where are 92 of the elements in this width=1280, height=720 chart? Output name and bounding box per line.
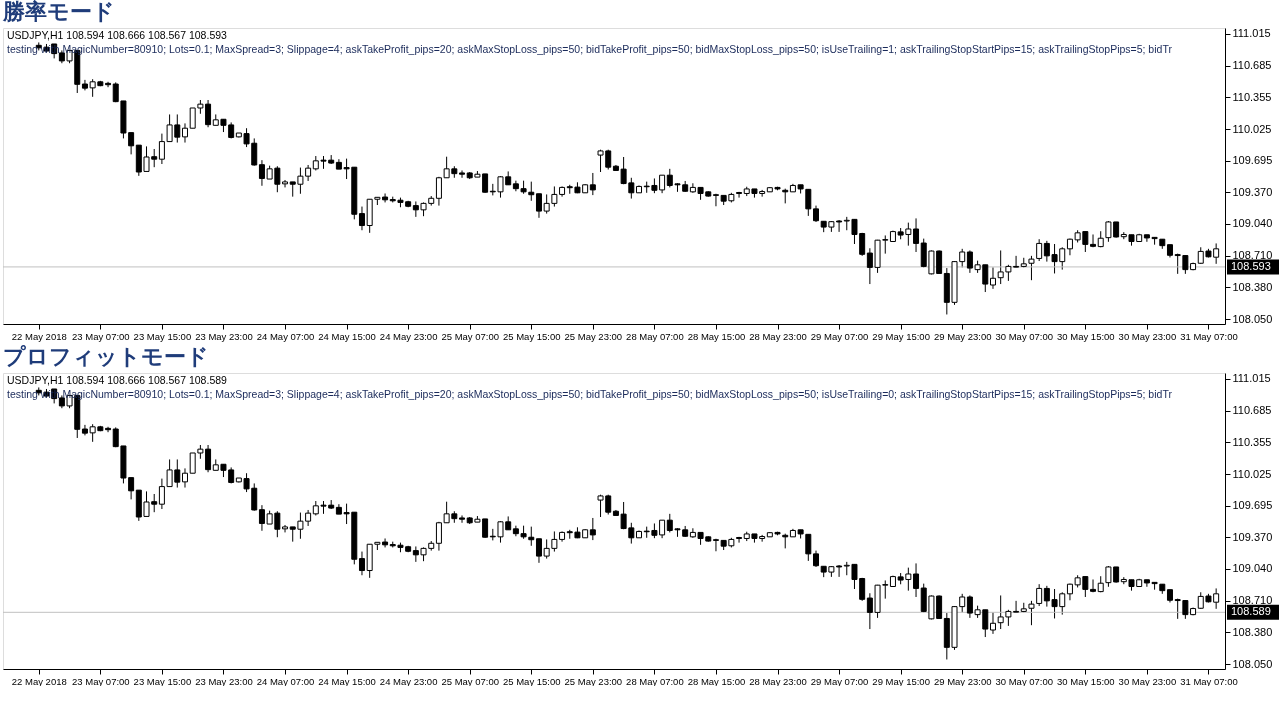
y-tick-label: 110.685 xyxy=(1232,404,1272,417)
y-tick-label: 110.355 xyxy=(1232,435,1272,448)
x-tick-label: 24 May 07:00 xyxy=(256,330,315,342)
candlestick xyxy=(181,122,188,144)
x-tick-label: 23 May 15:00 xyxy=(133,330,192,342)
x-tick-label: 25 May 07:00 xyxy=(441,330,499,342)
ref-line-label: 108.589 xyxy=(1231,605,1271,618)
x-tick-label: 25 May 23:00 xyxy=(564,675,623,687)
x-tick-label: 30 May 15:00 xyxy=(1057,675,1115,687)
candlestick xyxy=(105,81,112,88)
y-tick-label: 109.695 xyxy=(1232,499,1273,512)
candlestick xyxy=(105,426,112,433)
candlestick xyxy=(589,517,596,541)
x-tick-label: 28 May 15:00 xyxy=(687,675,746,687)
y-tick-label: 108.380 xyxy=(1232,625,1273,638)
y-tick-label: 110.355 xyxy=(1232,90,1272,103)
x-tick-label: 22 May 2018 xyxy=(11,330,67,342)
x-tick-label: 28 May 07:00 xyxy=(626,330,684,342)
x-tick-label: 24 May 23:00 xyxy=(379,675,438,687)
x-tick-label: 24 May 23:00 xyxy=(379,330,438,342)
candlestick xyxy=(535,538,542,564)
candlestick xyxy=(459,169,466,179)
candlestick xyxy=(913,562,920,598)
candlestick xyxy=(913,217,920,253)
x-tick-label: 31 May 07:00 xyxy=(1180,330,1238,342)
candlestick xyxy=(712,538,719,552)
x-tick-label: 23 May 07:00 xyxy=(72,330,130,342)
y-tick-label: 108.380 xyxy=(1232,280,1273,293)
y-tick-label: 109.370 xyxy=(1232,530,1273,543)
y-tick-label: 109.370 xyxy=(1232,185,1273,198)
x-tick-label: 23 May 23:00 xyxy=(195,330,253,342)
x-tick-label: 23 May 23:00 xyxy=(195,675,253,687)
candlestick xyxy=(589,172,596,196)
y-tick-label: 110.025 xyxy=(1232,467,1272,480)
y-tick-label: 110.025 xyxy=(1232,122,1272,135)
candlestick xyxy=(535,193,542,219)
x-tick-label: 22 May 2018 xyxy=(11,675,67,687)
y-tick-label: 108.050 xyxy=(1232,657,1273,670)
x-tick-label: 24 May 07:00 xyxy=(256,675,315,687)
candlestick xyxy=(528,526,535,547)
x-tick-label: 23 May 15:00 xyxy=(133,675,192,687)
candlestick xyxy=(459,514,466,524)
y-tick-label: 109.695 xyxy=(1232,154,1273,167)
x-tick-label: 30 May 23:00 xyxy=(1118,675,1177,687)
x-tick-label: 29 May 07:00 xyxy=(810,330,869,342)
y-tick-label: 111.015 xyxy=(1232,27,1271,40)
x-tick-label: 31 May 07:00 xyxy=(1180,675,1238,687)
y-tick-label: 109.040 xyxy=(1232,217,1273,230)
candlestick xyxy=(528,181,535,202)
x-tick-label: 25 May 15:00 xyxy=(502,330,561,342)
x-tick-label: 29 May 23:00 xyxy=(933,330,992,342)
y-tick-label: 110.685 xyxy=(1232,59,1272,72)
candlestick xyxy=(989,611,996,635)
x-tick-label: 29 May 15:00 xyxy=(872,330,930,342)
y-tick-label: 108.710 xyxy=(1232,594,1273,607)
x-tick-label: 23 May 07:00 xyxy=(72,675,130,687)
y-tick-label: 108.050 xyxy=(1232,312,1273,325)
x-tick-label: 25 May 15:00 xyxy=(502,675,561,687)
candlestick xyxy=(358,206,365,231)
x-tick-label: 30 May 07:00 xyxy=(995,330,1054,342)
x-tick-label: 29 May 07:00 xyxy=(810,675,869,687)
annotation: USDJPY,H1 108.594 108.666 108.567 108.593 xyxy=(7,29,228,41)
candlestick xyxy=(1090,578,1097,593)
x-tick-label: 28 May 23:00 xyxy=(749,330,807,342)
y-tick-label: 109.040 xyxy=(1232,562,1273,575)
x-tick-label: 28 May 07:00 xyxy=(626,675,684,687)
y-tick-label: 108.710 xyxy=(1232,249,1273,262)
candlestick xyxy=(282,179,289,188)
x-tick-label: 28 May 15:00 xyxy=(687,330,746,342)
x-tick-label: 30 May 15:00 xyxy=(1057,330,1115,342)
candlestick xyxy=(736,536,743,544)
x-tick-label: 24 May 15:00 xyxy=(318,330,376,342)
candlestick xyxy=(358,551,365,576)
ref-line-label: 108.593 xyxy=(1231,259,1271,272)
x-tick-label: 25 May 23:00 xyxy=(564,330,623,342)
candlestick xyxy=(1090,233,1097,248)
chart-title: プロフィットモード xyxy=(2,343,209,369)
x-tick-label: 30 May 23:00 xyxy=(1118,330,1177,342)
chart-title: 勝率モード xyxy=(1,0,115,24)
x-tick-label: 29 May 15:00 xyxy=(872,675,930,687)
candlestick xyxy=(282,524,289,533)
annotation: USDJPY,H1 108.594 108.666 108.567 108.589 xyxy=(7,374,228,386)
x-tick-label: 24 May 15:00 xyxy=(318,675,376,687)
candlestick xyxy=(736,191,743,199)
x-tick-label: 30 May 07:00 xyxy=(995,675,1054,687)
x-tick-label: 25 May 07:00 xyxy=(441,675,499,687)
x-tick-label: 29 May 23:00 xyxy=(933,675,992,687)
candlestick xyxy=(712,193,719,207)
candlestick xyxy=(989,266,996,290)
y-tick-label: 111.015 xyxy=(1232,372,1271,385)
x-tick-label: 28 May 23:00 xyxy=(749,675,807,687)
candlestick xyxy=(181,467,188,489)
